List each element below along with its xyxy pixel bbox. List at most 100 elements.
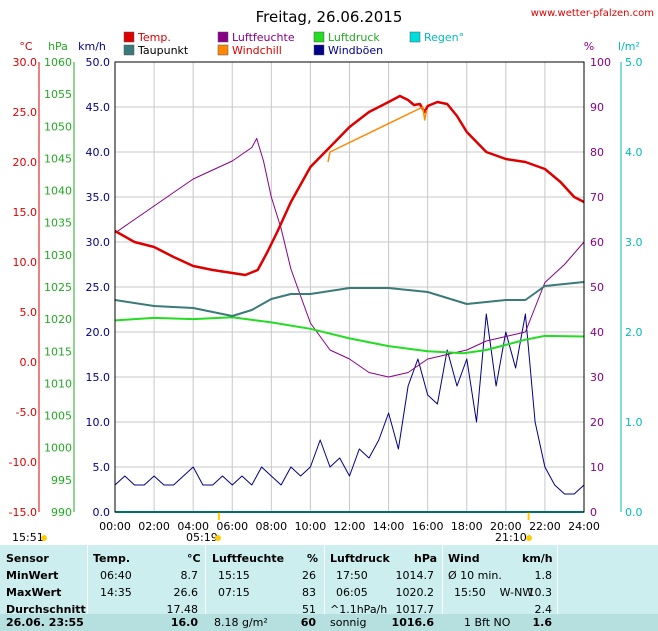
legend-swatch (123, 44, 135, 56)
row-label: 26.06. 23:55 (6, 616, 84, 629)
chart-title: Freitag, 26.06.2015 (256, 8, 403, 26)
chart-axes: 30.0 25.0 20.0 15.0 10.0 5.0 0.0 -5.0 -10.0 -15.0… (9, 56, 643, 519)
legend-label: Windchill (232, 44, 282, 57)
series-taupunkt (114, 281, 585, 317)
header-humidity-unit: % (307, 552, 319, 565)
legend-swatch (217, 31, 229, 43)
x-tick-label: 14:00 (373, 520, 405, 533)
humidity-value: 60 (300, 616, 316, 629)
x-tick-label: 06:00 (216, 520, 248, 533)
wind-tick-label: 35.0 (86, 191, 111, 204)
temp-tick-label: 10.0 (13, 256, 38, 269)
wind-tick-label: 45.0 (86, 101, 111, 114)
temp-value: 26.6 (173, 586, 199, 599)
pressure-tick-label: 1030 (44, 249, 72, 262)
x-tick-label: 22:00 (529, 520, 561, 533)
header-temp: Temp. (93, 552, 131, 565)
humidity-value: 83 (302, 586, 316, 599)
legend-label: Temp. (137, 31, 171, 44)
humidity-tick-label: 10 (590, 461, 604, 474)
header-humidity: Luftfeuchte (212, 552, 285, 565)
wind-value: 2.4 (534, 603, 553, 616)
unit-kmh: km/h (78, 40, 106, 53)
wind-tick-label: 15.0 (86, 371, 111, 384)
humidity-time: 07:15 (218, 586, 250, 599)
stats-row-max: MaxWert 14:35 26.6 07:15 83 06:05 1020.2… (0, 584, 658, 601)
temp-tick-label: -10.0 (9, 456, 37, 469)
x-tick-label: 18:00 (451, 520, 483, 533)
rain-tick-label: 5.0 (625, 56, 643, 69)
temp-tick-label: -5.0 (16, 406, 37, 419)
wind-label: Ø 10 min. (448, 569, 502, 582)
sunset-sun-icon (526, 535, 532, 541)
stats-header-row: Sensor Temp. °C Luftfeuchte % Luftdruck … (0, 550, 658, 567)
header-sensor: Sensor (6, 552, 49, 565)
legend-swatch (313, 44, 325, 56)
pressure-tick-label: 1055 (44, 88, 72, 101)
weather-condition: sonnig (330, 616, 367, 629)
sunrise-label: 05:19 (186, 531, 218, 544)
pressure-tick-label: 1015 (44, 345, 72, 358)
rain-tick-label: 0.0 (625, 506, 643, 519)
rain-tick-label: 2.0 (625, 326, 643, 339)
rain-tick-label: 4.0 (625, 146, 643, 159)
pressure-time: 17:50 (336, 569, 368, 582)
wind-tick-label: 10.0 (86, 416, 111, 429)
absolute-humidity: 8.18 g/m² (214, 616, 268, 629)
legend-label: Taupunkt (137, 44, 189, 57)
temp-value: 17.48 (166, 603, 199, 616)
header-temp-unit: °C (187, 552, 201, 565)
wind-tick-label: 50.0 (86, 56, 111, 69)
x-tick-label: 08:00 (255, 520, 287, 533)
header-pressure: Luftdruck (330, 552, 390, 565)
header-pressure-unit: hPa (414, 552, 438, 565)
temp-tick-label: 30.0 (13, 56, 38, 69)
x-tick-label: 24:00 (568, 520, 600, 533)
pressure-tick-label: 1000 (44, 442, 72, 455)
pressure-time: 06:05 (336, 586, 368, 599)
pressure-tick-label: 1060 (44, 56, 72, 69)
x-axis: 00:00 02:00 04:00 06:00 08:00 10:00 12:00 14:00… (99, 512, 600, 533)
pressure-value: 1017.7 (395, 603, 435, 616)
weather-chart: Freitag, 26.06.2015 www.wetter-pfalzen.c… (8, 8, 654, 544)
legend-label: Luftfeuchte (232, 31, 295, 44)
pressure-tick-label: 995 (51, 474, 72, 487)
humidity-tick-label: 80 (590, 146, 604, 159)
stats-row-current: 26.06. 23:55 16.0 8.18 g/m² 60 sonnig 10… (0, 614, 658, 631)
humidity-tick-label: 30 (590, 371, 604, 384)
source-link[interactable]: www.wetter-pfalzen.com (531, 8, 654, 19)
wind-label: 15:50 W-NW (454, 586, 534, 599)
unit-rain: l/m² (618, 40, 640, 53)
temp-tick-label: 5.0 (20, 306, 38, 319)
wind-tick-label: 5.0 (93, 461, 111, 474)
wind-value: 10.3 (527, 586, 553, 599)
wind-tick-label: 40.0 (86, 146, 111, 159)
series-windchill (327, 106, 428, 163)
x-tick-label: 04:00 (177, 520, 209, 533)
unit-percent: % (584, 40, 594, 53)
wind-tick-label: 0.0 (93, 506, 111, 519)
wind-tick-label: 25.0 (86, 281, 111, 294)
stats-row-min: MinWert 06:40 8.7 15:15 26 17:50 1014.7 … (0, 567, 658, 584)
legend-swatch (217, 44, 229, 56)
pressure-tick-label: 1045 (44, 152, 72, 165)
pressure-tick-label: 1020 (44, 313, 72, 326)
chart-series (114, 94, 585, 513)
legend-swatch (409, 31, 421, 43)
legend-label: Windböen (328, 44, 383, 57)
stats-row-avg: Durchschnitt 17.48 51 ^1.1hPa/h 1017.7 2… (0, 601, 658, 618)
humidity-tick-label: 60 (590, 236, 604, 249)
humidity-tick-label: 0 (590, 506, 597, 519)
pressure-tick-label: 990 (51, 506, 72, 519)
temp-tick-label: 20.0 (13, 156, 38, 169)
humidity-tick-label: 100 (590, 56, 611, 69)
series-luftdruck (114, 316, 585, 355)
wind-value: 1.6 (532, 616, 553, 629)
temp-time: 06:40 (100, 569, 132, 582)
humidity-value: 26 (302, 569, 316, 582)
pressure-tick-label: 1010 (44, 377, 72, 390)
temp-value: 8.7 (180, 569, 199, 582)
series-temp (114, 94, 585, 277)
left-time-label: 15:51 (12, 531, 44, 544)
pressure-trend: ^1.1hPa/h (330, 603, 388, 616)
